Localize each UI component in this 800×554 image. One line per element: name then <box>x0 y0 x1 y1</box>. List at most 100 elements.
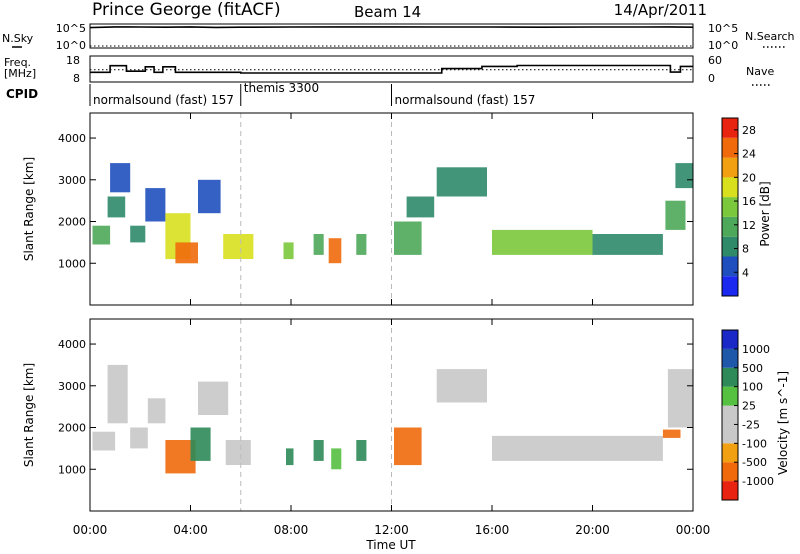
y-tick-label: 3000 <box>58 380 86 393</box>
scatter-region <box>667 369 693 428</box>
nsky-panel-frame <box>89 23 694 49</box>
scatter-region <box>107 364 128 424</box>
velocity-heatmap <box>92 319 693 511</box>
x-axis-label: Time UT <box>365 538 416 552</box>
power-colorbar-swatch <box>722 197 738 217</box>
cpid-label: CPID <box>6 87 38 101</box>
freq-series <box>90 64 693 74</box>
scatter-region <box>190 427 211 461</box>
power-y-axis: 1000 2000 3000 4000 <box>58 132 693 270</box>
scatter-region <box>283 242 294 260</box>
scatter-region <box>662 429 681 438</box>
velocity-colorbar-tick-label: -100 <box>742 437 767 450</box>
nave-tick-bottom: 0 <box>708 72 715 85</box>
freq-label-line2: [MHz] <box>4 67 36 80</box>
date-label: 14/Apr/2011 <box>614 1 707 19</box>
velocity-colorbar-tick-label: -1000 <box>742 475 774 488</box>
power-heatmap <box>92 113 693 305</box>
scatter-region <box>394 427 422 466</box>
freq-tick-top: 18 <box>66 54 80 67</box>
velocity-ylabel: Slant Range [km] <box>22 363 36 467</box>
scatter-region <box>225 440 251 465</box>
beam-label: Beam 14 <box>354 3 421 21</box>
y-tick-label: 4000 <box>58 132 86 145</box>
power-colorbar-tick-label: 4 <box>742 266 749 279</box>
freq-line <box>90 64 693 74</box>
freq-panel-frame <box>89 55 694 83</box>
power-colorbar-tick-label: 28 <box>742 124 756 137</box>
nsky-series <box>89 26 694 47</box>
power-colorbar-label: Power [dB] <box>758 181 772 246</box>
power-colorbar-swatch <box>722 276 738 296</box>
power-colorbar-swatch <box>722 137 738 158</box>
scatter-region <box>492 229 593 255</box>
velocity-colorbar-swatch <box>722 481 738 500</box>
velocity-colorbar-swatch <box>722 443 738 463</box>
scatter-region <box>92 431 116 451</box>
scatter-region <box>175 242 198 264</box>
scatter-region <box>145 188 166 222</box>
velocity-colorbar-swatch <box>722 462 738 482</box>
scatter-region <box>492 435 663 461</box>
power-colorbar: 4 8 12 16 20 24 28 <box>721 117 756 297</box>
velocity-colorbar-swatch <box>722 386 738 406</box>
x-tick-label: 00:00 <box>676 523 711 537</box>
cpid-segments: normalsound (fast) 157 themis 3300 normals… <box>93 81 535 107</box>
scatter-region <box>313 440 324 461</box>
cpid-segment-label: normalsound (fast) 157 <box>395 93 536 107</box>
nsky-line <box>89 26 694 29</box>
scatter-region <box>107 196 126 218</box>
nsky-tick-top: 10^5 <box>56 22 86 35</box>
time-x-axis: 00:00 04:00 08:00 12:00 16:00 20:00 00:00 <box>73 113 711 537</box>
scatter-region <box>331 448 342 470</box>
scatter-region <box>286 448 294 466</box>
scatter-region <box>675 163 693 189</box>
power-colorbar-swatch <box>722 256 738 277</box>
scatter-region <box>436 369 487 403</box>
station-title: Prince George (fitACF) <box>92 0 281 20</box>
power-colorbar-tick-label: 20 <box>742 171 756 184</box>
nsearch-label: N.Search <box>745 30 795 43</box>
x-tick-label: 20:00 <box>575 523 610 537</box>
scatter-region <box>406 196 435 218</box>
y-tick-label: 4000 <box>58 338 86 351</box>
scatter-region <box>223 234 254 259</box>
velocity-colorbar-swatch <box>722 348 738 368</box>
nave-tick-top: 60 <box>708 54 722 67</box>
power-colorbar-swatch <box>722 216 738 237</box>
scatter-region <box>592 234 663 255</box>
scatter-region <box>110 163 131 193</box>
x-tick-label: 16:00 <box>475 523 510 537</box>
velocity-colorbar-swatch <box>722 330 738 349</box>
scatter-region <box>130 427 148 449</box>
power-colorbar-tick-label: 12 <box>742 219 756 232</box>
nsearch-tick-top: 10^5 <box>708 22 738 35</box>
velocity-colorbar-label: Velocity [m s^-1] <box>776 371 790 475</box>
scatter-region <box>356 440 367 461</box>
power-colorbar-swatch <box>722 177 738 198</box>
scatter-region <box>147 398 166 424</box>
velocity-colorbar-tick-label: -500 <box>742 456 767 469</box>
cpid-segment-label: normalsound (fast) 157 <box>93 93 234 107</box>
velocity-colorbar: 1000 500 100 25 -25 -100 -500 -1000 <box>721 329 774 501</box>
velocity-colorbar-swatch <box>722 405 738 425</box>
velocity-colorbar-tick-label: 1000 <box>742 343 770 356</box>
power-colorbar-swatch <box>722 118 738 138</box>
velocity-colorbar-tick-label: 25 <box>742 400 756 413</box>
x-tick-label: 12:00 <box>374 523 409 537</box>
velocity-colorbar-tick-label: -25 <box>742 418 760 431</box>
scatter-region <box>394 221 422 255</box>
nsky-tick-bottom: 10^0 <box>56 39 86 52</box>
power-ylabel: Slant Range [km] <box>22 157 36 261</box>
x-tick-label: 04:00 <box>173 523 208 537</box>
nave-label: Nave <box>746 65 774 78</box>
nsearch-tick-bottom: 10^0 <box>708 39 738 52</box>
power-colorbar-tick-label: 24 <box>742 148 756 161</box>
scatter-region <box>130 225 146 243</box>
scatter-region <box>198 381 229 415</box>
y-tick-label: 2000 <box>58 216 86 229</box>
scatter-region <box>665 200 686 230</box>
power-colorbar-tick-label: 8 <box>742 243 749 256</box>
scatter-region <box>356 234 367 255</box>
